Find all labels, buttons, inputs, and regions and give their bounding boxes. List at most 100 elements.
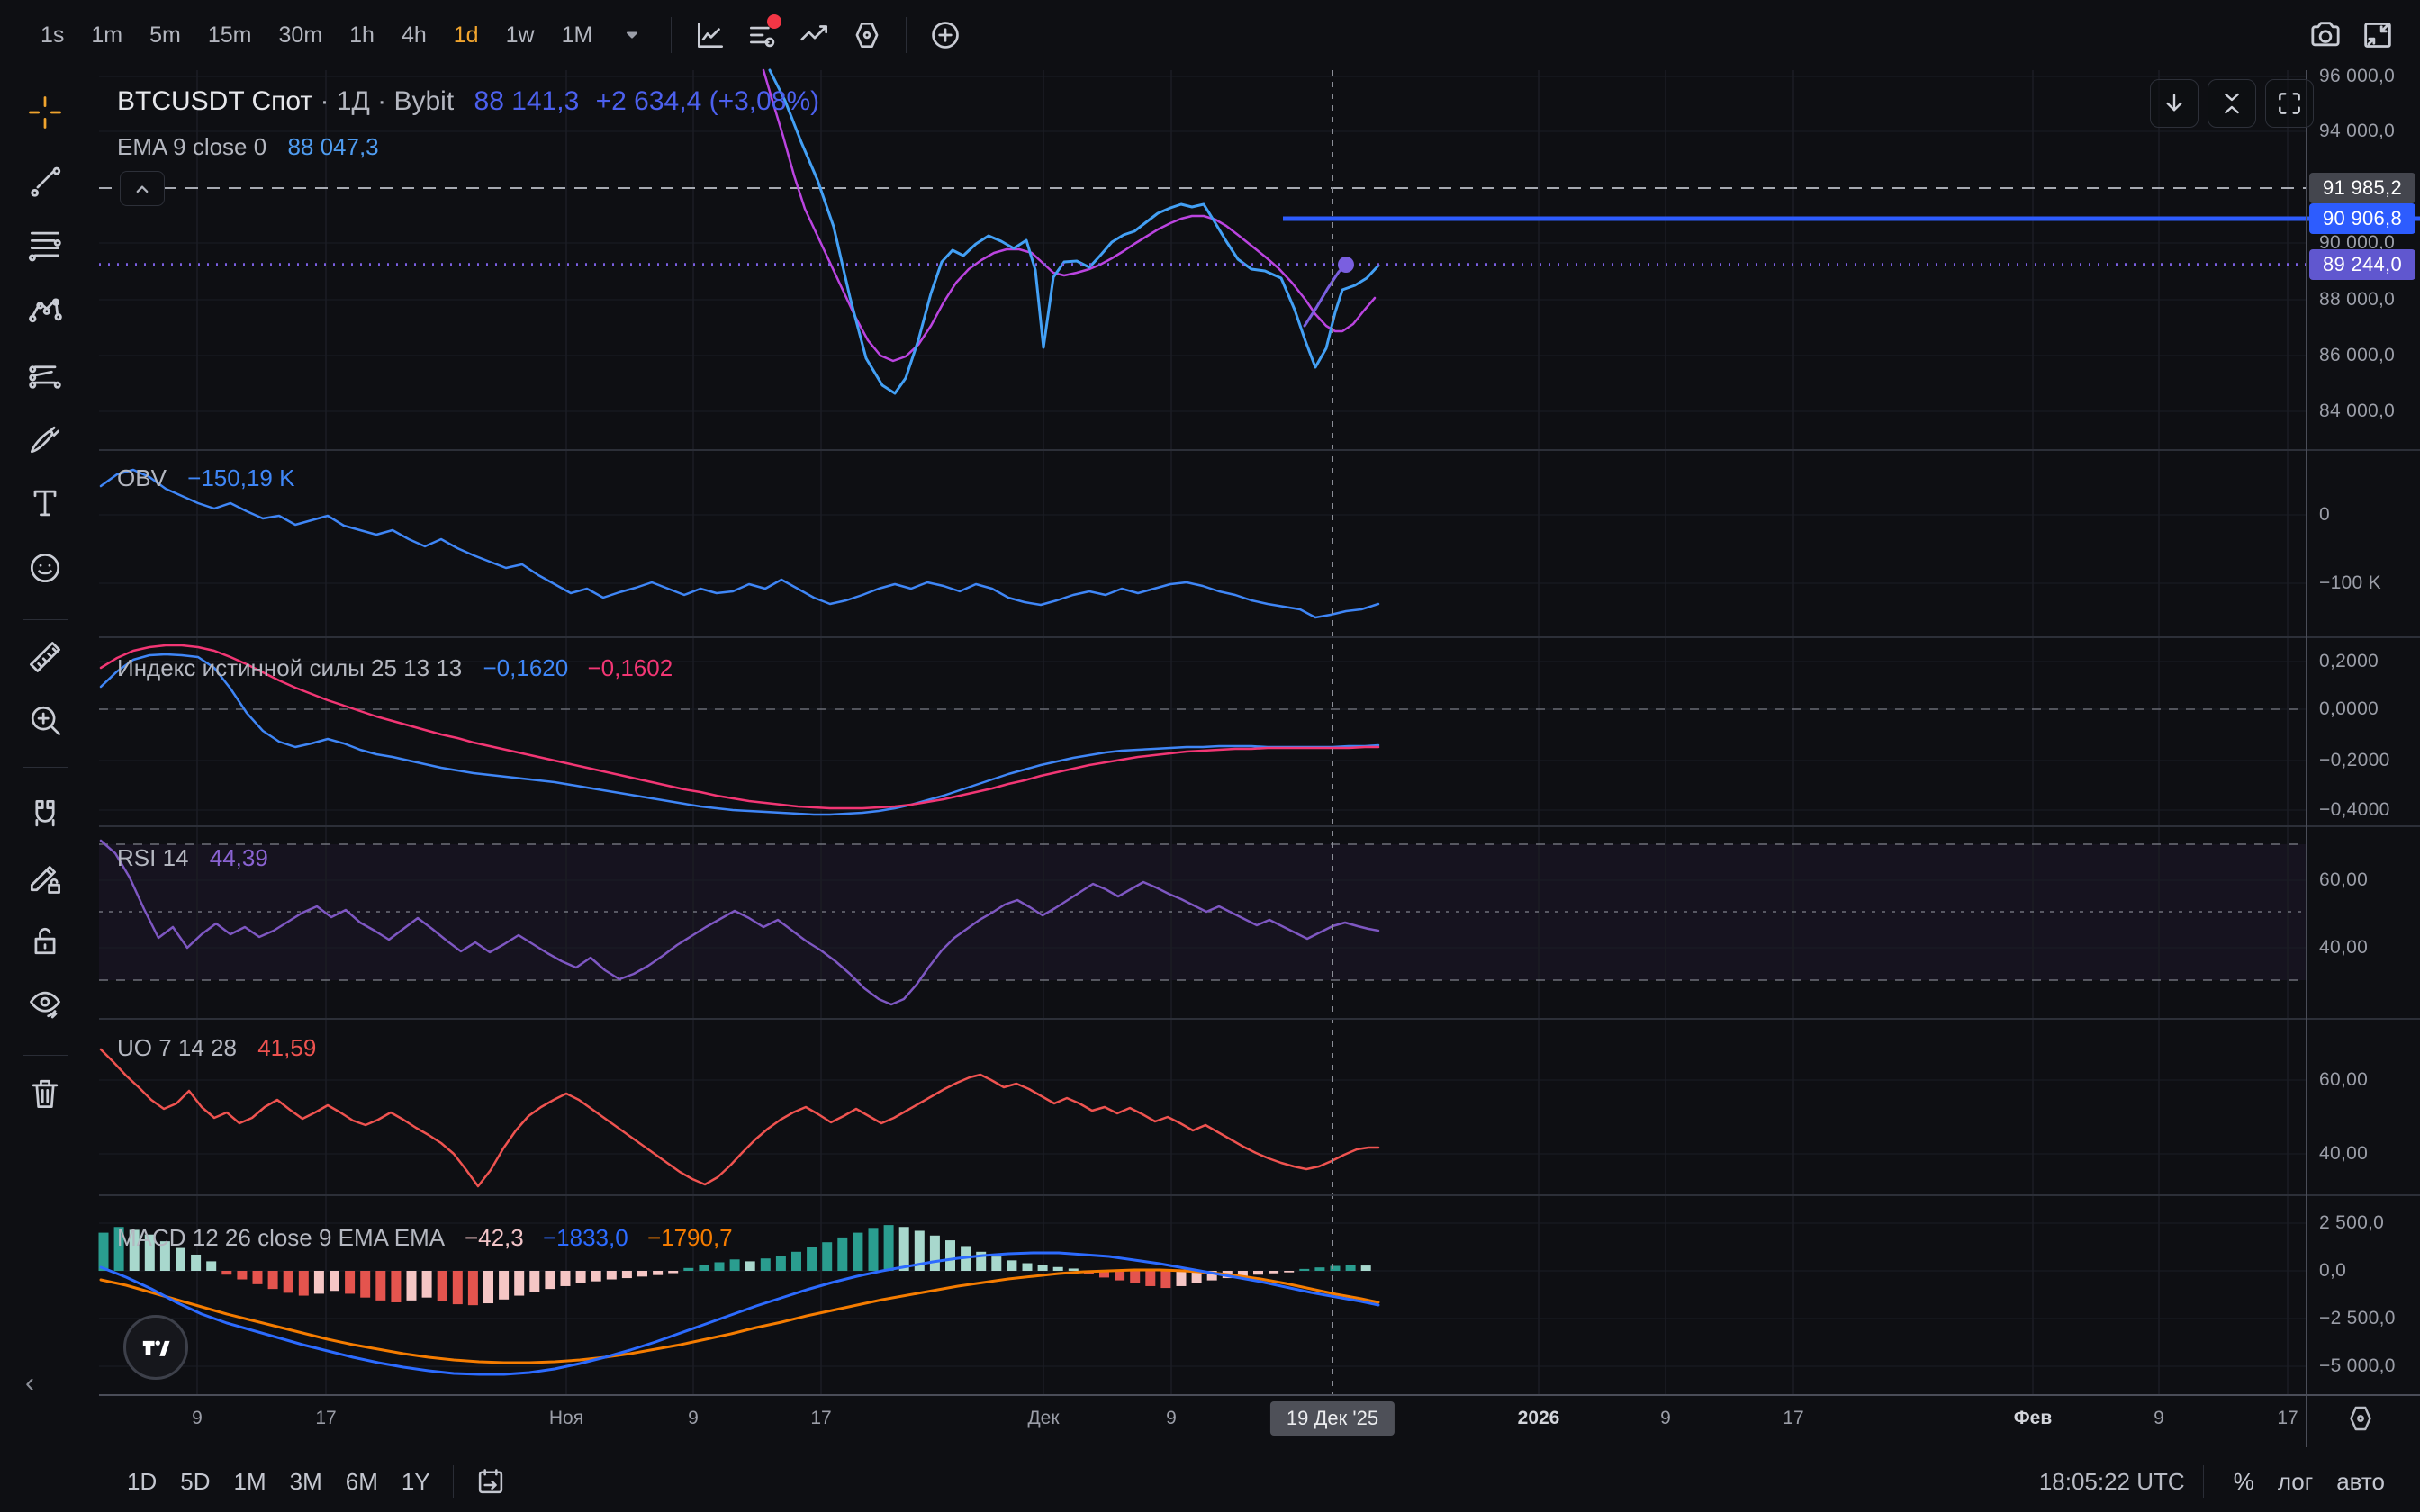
scale-button-%[interactable]: % bbox=[2233, 1467, 2254, 1495]
eye-hide-tool-icon[interactable] bbox=[20, 978, 70, 1029]
macd-legend[interactable]: MACD 12 26 close 9 EMA EMA −42,3 −1833,0… bbox=[117, 1224, 733, 1252]
macd-hist-bar bbox=[176, 1247, 185, 1271]
macd-hist-bar bbox=[1191, 1271, 1202, 1283]
zoom-in-tool-icon[interactable] bbox=[20, 695, 70, 745]
timeframe-button-1s[interactable]: 1s bbox=[41, 22, 65, 48]
plus-circle-icon[interactable] bbox=[925, 14, 966, 56]
tradingview-logo[interactable] bbox=[123, 1315, 188, 1380]
macd-hist-bar bbox=[883, 1225, 894, 1271]
tsi-legend[interactable]: Индекс истинной силы 25 13 13 −0,1620 −0… bbox=[117, 654, 673, 682]
macd-hist-bar bbox=[729, 1259, 740, 1271]
symbol-legend[interactable]: BTCUSDT Спот · 1Д · Bybit 88 141,3 +2 63… bbox=[117, 86, 819, 117]
range-button-1M[interactable]: 1M bbox=[233, 1467, 266, 1495]
brush-tool-icon[interactable] bbox=[20, 415, 70, 465]
compare-icon[interactable] bbox=[794, 14, 835, 56]
camera-icon[interactable] bbox=[2305, 14, 2346, 56]
range-button-1Y[interactable]: 1Y bbox=[401, 1467, 430, 1495]
macd-hist-bar bbox=[1314, 1267, 1325, 1271]
chart-line-icon[interactable] bbox=[690, 14, 731, 56]
calendar-go-icon[interactable] bbox=[470, 1461, 511, 1502]
ema-value: 88 047,3 bbox=[287, 133, 379, 160]
timeframe-button-1h[interactable]: 1h bbox=[349, 22, 375, 48]
price-tick: 86 000,0 bbox=[2319, 345, 2396, 365]
macd-hist-bar bbox=[1269, 1271, 1279, 1274]
notification-dot bbox=[767, 14, 782, 29]
timeframe-button-30m[interactable]: 30m bbox=[278, 22, 323, 48]
price-tick: 40,00 bbox=[2319, 937, 2369, 958]
magnet-tool-icon[interactable] bbox=[20, 789, 70, 840]
macd-hist-bar bbox=[1253, 1271, 1263, 1275]
macd-hist-bar bbox=[129, 1229, 140, 1271]
projection-tool-icon[interactable] bbox=[20, 349, 70, 400]
range-button-5D[interactable]: 5D bbox=[180, 1467, 211, 1495]
minimize-icon[interactable] bbox=[2357, 14, 2398, 56]
symbol-title: BTCUSDT Спот bbox=[117, 86, 313, 116]
macd-hist-bar bbox=[637, 1271, 647, 1277]
macd-hist-bar bbox=[606, 1271, 617, 1280]
time-tick: Фев bbox=[2013, 1408, 2053, 1428]
indicators-list-icon[interactable] bbox=[742, 14, 783, 56]
timeframe-button-1m[interactable]: 1m bbox=[91, 22, 123, 48]
timeframe-button-15m[interactable]: 15m bbox=[207, 22, 252, 48]
tsi-series bbox=[99, 652, 1380, 816]
range-button-6M[interactable]: 6M bbox=[345, 1467, 378, 1495]
macd-hist-bar bbox=[853, 1232, 863, 1271]
timeframe-button-1M[interactable]: 1M bbox=[561, 22, 593, 48]
emoji-tool-icon[interactable] bbox=[20, 543, 70, 593]
macd-hist-bar bbox=[483, 1271, 493, 1304]
ruler-tool-icon[interactable] bbox=[20, 632, 70, 682]
trendline-tool-icon[interactable] bbox=[20, 155, 70, 205]
price-tick: −0,4000 bbox=[2319, 799, 2390, 820]
macd-hist-bar bbox=[714, 1262, 725, 1271]
macd-hist-bar bbox=[760, 1258, 771, 1271]
chevron-down-icon[interactable] bbox=[611, 14, 653, 56]
tsi-value: −0,1620 bbox=[483, 654, 569, 681]
scale-mode-row: % лог авто bbox=[2222, 1462, 2397, 1501]
timeframe-button-5m[interactable]: 5m bbox=[149, 22, 181, 48]
macd-hist-bar bbox=[929, 1235, 940, 1271]
range-button-3M[interactable]: 3M bbox=[289, 1467, 322, 1495]
macd-signal-value: −1790,7 bbox=[646, 1224, 733, 1251]
rsi-legend[interactable]: RSI 14 44,39 bbox=[117, 844, 268, 872]
pane-button-group bbox=[2150, 79, 2314, 128]
scale-button-лог[interactable]: лог bbox=[2277, 1467, 2314, 1495]
fib-lines-tool-icon[interactable] bbox=[20, 219, 70, 269]
scroll-to-recent-button[interactable] bbox=[2150, 79, 2199, 128]
macd-hist-bar bbox=[1037, 1264, 1048, 1271]
lock-open-tool-icon[interactable] bbox=[20, 915, 70, 966]
time-tick: 9 bbox=[1660, 1408, 1671, 1428]
maximize-pane-button[interactable] bbox=[2265, 79, 2314, 128]
macd-hist-bar bbox=[98, 1232, 109, 1271]
macd-hist-bar bbox=[745, 1261, 755, 1271]
timeframe-button-1d[interactable]: 1d bbox=[453, 22, 479, 48]
legend-collapse-button[interactable] bbox=[120, 171, 165, 206]
text-tool-icon[interactable] bbox=[20, 478, 70, 528]
timeframe-button-1w[interactable]: 1w bbox=[505, 22, 535, 48]
uo-legend[interactable]: UO 7 14 28 41,59 bbox=[117, 1034, 316, 1062]
range-button-1D[interactable]: 1D bbox=[127, 1467, 158, 1495]
obv-legend[interactable]: OBV −150,19 K bbox=[117, 464, 294, 492]
ema-legend[interactable]: EMA 9 close 0 88 047,3 bbox=[117, 133, 379, 161]
price-tick: 0,2000 bbox=[2319, 651, 2379, 671]
clock[interactable]: 18:05:22 UTC bbox=[2038, 1467, 2185, 1495]
time-tick: Ноя bbox=[548, 1408, 584, 1428]
last-price: 88 141,3 bbox=[474, 86, 580, 116]
time-scale-settings-icon[interactable] bbox=[2339, 1399, 2382, 1438]
uo-label: UO 7 14 28 bbox=[117, 1034, 237, 1061]
target-hex-icon[interactable] bbox=[846, 14, 888, 56]
macd-hist-bar bbox=[499, 1271, 510, 1300]
crosshair-tool-icon[interactable] bbox=[20, 87, 70, 138]
macd-hist-bar bbox=[945, 1240, 955, 1271]
scale-button-авто[interactable]: авто bbox=[2336, 1467, 2385, 1495]
macd-hist-bar bbox=[1022, 1263, 1033, 1271]
macd-hist-bar bbox=[1007, 1260, 1017, 1271]
timeframe-button-4h[interactable]: 4h bbox=[401, 22, 427, 48]
toolbar-divider bbox=[23, 767, 68, 768]
trash-tool-icon[interactable] bbox=[20, 1068, 70, 1119]
chevron-left-icon[interactable]: ‹ bbox=[25, 1368, 34, 1398]
collapse-pane-button[interactable] bbox=[2208, 79, 2256, 128]
xabcd-pattern-tool-icon[interactable] bbox=[20, 284, 70, 334]
pencil-lock-tool-icon[interactable] bbox=[20, 852, 70, 903]
